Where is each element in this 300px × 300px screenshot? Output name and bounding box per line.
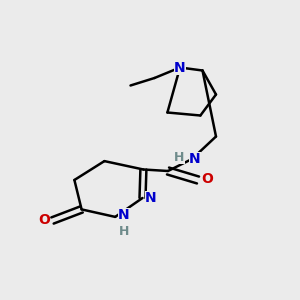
Text: O: O [201, 172, 213, 186]
Text: N: N [174, 61, 186, 74]
Text: N: N [145, 191, 157, 205]
Text: O: O [38, 214, 50, 227]
Text: N: N [189, 152, 201, 166]
Text: H: H [118, 225, 129, 238]
Text: H: H [174, 151, 184, 164]
Text: N: N [118, 208, 129, 222]
